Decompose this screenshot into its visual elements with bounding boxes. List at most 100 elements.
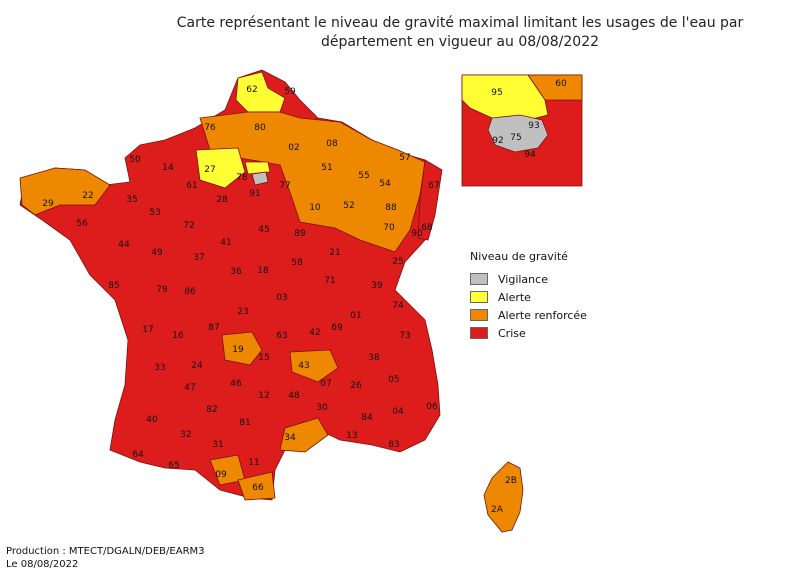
map-title-line2: département en vigueur au 08/08/2022 [320,34,600,50]
dept-label-01: 01 [350,311,361,321]
dept-label-89: 89 [294,229,306,239]
dept-label-39: 39 [371,281,383,291]
dept-label-75: 75 [510,133,521,143]
dept-label-24: 24 [191,361,203,371]
dept-label-46: 46 [230,379,242,389]
dept-label-82: 82 [206,405,217,415]
dept-label-44: 44 [118,240,130,250]
dept-label-72: 72 [183,221,194,231]
dept-label-48: 48 [288,391,300,401]
dept-label-33: 33 [154,363,165,373]
dept-29-22-area [19,167,111,216]
legend-item-vigilance: Vigilance [470,270,587,288]
legend-swatch [470,309,488,321]
dept-label-84: 84 [361,413,373,423]
dept-label-83: 83 [388,440,399,450]
dept-label-65: 65 [168,461,179,471]
dept-62-area [235,71,286,113]
legend-label: Alerte renforcée [498,308,587,322]
dept-label-91: 91 [249,189,260,199]
dept-label-16: 16 [172,331,184,341]
dept-label-14: 14 [162,163,174,173]
dept-label-63: 63 [276,331,287,341]
dept-label-02: 02 [288,143,299,153]
dept-label-94: 94 [524,150,536,160]
dept-northeast-area [199,111,426,253]
dept-label-70: 70 [383,223,395,233]
dept-label-04: 04 [392,407,404,417]
dept-label-78: 78 [236,173,248,183]
legend: Niveau de gravité Vigilance Alerte Alert… [470,250,587,342]
dept-label-21: 21 [329,248,340,258]
dept-label-31: 31 [212,440,223,450]
dept-label-34: 34 [284,433,296,443]
footer: Production : MTECT/DGALN/DEB/EARM3 Le 08… [6,545,205,571]
dept-label-55: 55 [358,171,369,181]
map-title: Carte représentant le niveau de gravité … [160,14,760,52]
dept-label-61: 61 [186,181,197,191]
dept-label-09: 09 [215,470,227,480]
dept-label-52: 52 [343,201,354,211]
dept-label-67: 67 [428,181,439,191]
dept-label-32: 32 [180,430,191,440]
dept-label-25: 25 [392,257,403,267]
inset-paris-area [487,114,549,153]
dept-label-59: 59 [284,87,296,97]
dept-label-05: 05 [388,375,399,385]
dept-label-76: 76 [204,123,216,133]
dept-label-30: 30 [316,403,328,413]
dept-label-60: 60 [555,79,567,89]
dept-label-29: 29 [42,199,54,209]
dept-label-74: 74 [392,301,404,311]
dept-label-64: 64 [132,450,144,460]
dept-label-17: 17 [142,325,153,335]
dept-label-92: 92 [492,136,503,146]
dept-label-62: 62 [246,85,257,95]
dept-label-41: 41 [220,238,231,248]
dept-label-57: 57 [399,153,410,163]
dept-label-37: 37 [193,253,204,263]
dept-label-19: 19 [232,345,244,355]
dept-label-54: 54 [379,179,391,189]
dept-label-45: 45 [258,225,269,235]
dept-label-22: 22 [82,191,93,201]
dept-label-95: 95 [491,88,502,98]
dept-label-15: 15 [258,353,269,363]
dept-label-35: 35 [126,195,137,205]
dept-label-38: 38 [368,353,380,363]
dept-label-43: 43 [298,361,309,371]
dept-label-51: 51 [321,163,332,173]
dept-label-2B: 2B [505,476,517,486]
legend-label: Alerte [498,290,531,304]
dept-label-56: 56 [76,219,88,229]
dept-label-47: 47 [184,383,195,393]
legend-swatch [470,327,488,339]
dept-label-58: 58 [291,258,303,268]
dept-label-08: 08 [326,139,338,149]
dept-label-07: 07 [320,379,331,389]
dept-label-42: 42 [309,328,320,338]
dept-label-10: 10 [309,203,321,213]
dept-label-88: 88 [385,203,397,213]
legend-title: Niveau de gravité [470,250,568,263]
dept-label-11: 11 [248,458,259,468]
legend-item-alerte: Alerte [470,288,587,306]
legend-swatch [470,273,488,285]
dept-19-area [221,331,263,366]
legend-item-alerte-renforcee: Alerte renforcée [470,306,587,324]
dept-label-26: 26 [350,381,362,391]
dept-label-68: 68 [421,223,433,233]
dept-label-93: 93 [528,121,539,131]
legend-item-crise: Crise [470,324,587,342]
dept-label-79: 79 [156,285,168,295]
dept-27-area [195,147,246,189]
dept-label-86: 86 [184,287,196,297]
dept-label-53: 53 [149,208,160,218]
dept-95-area [244,161,271,175]
footer-date: Le 08/08/2022 [6,559,79,570]
dept-label-85: 85 [108,281,119,291]
dept-label-80: 80 [254,123,266,133]
dept-label-81: 81 [239,418,250,428]
legend-label: Crise [498,326,526,340]
